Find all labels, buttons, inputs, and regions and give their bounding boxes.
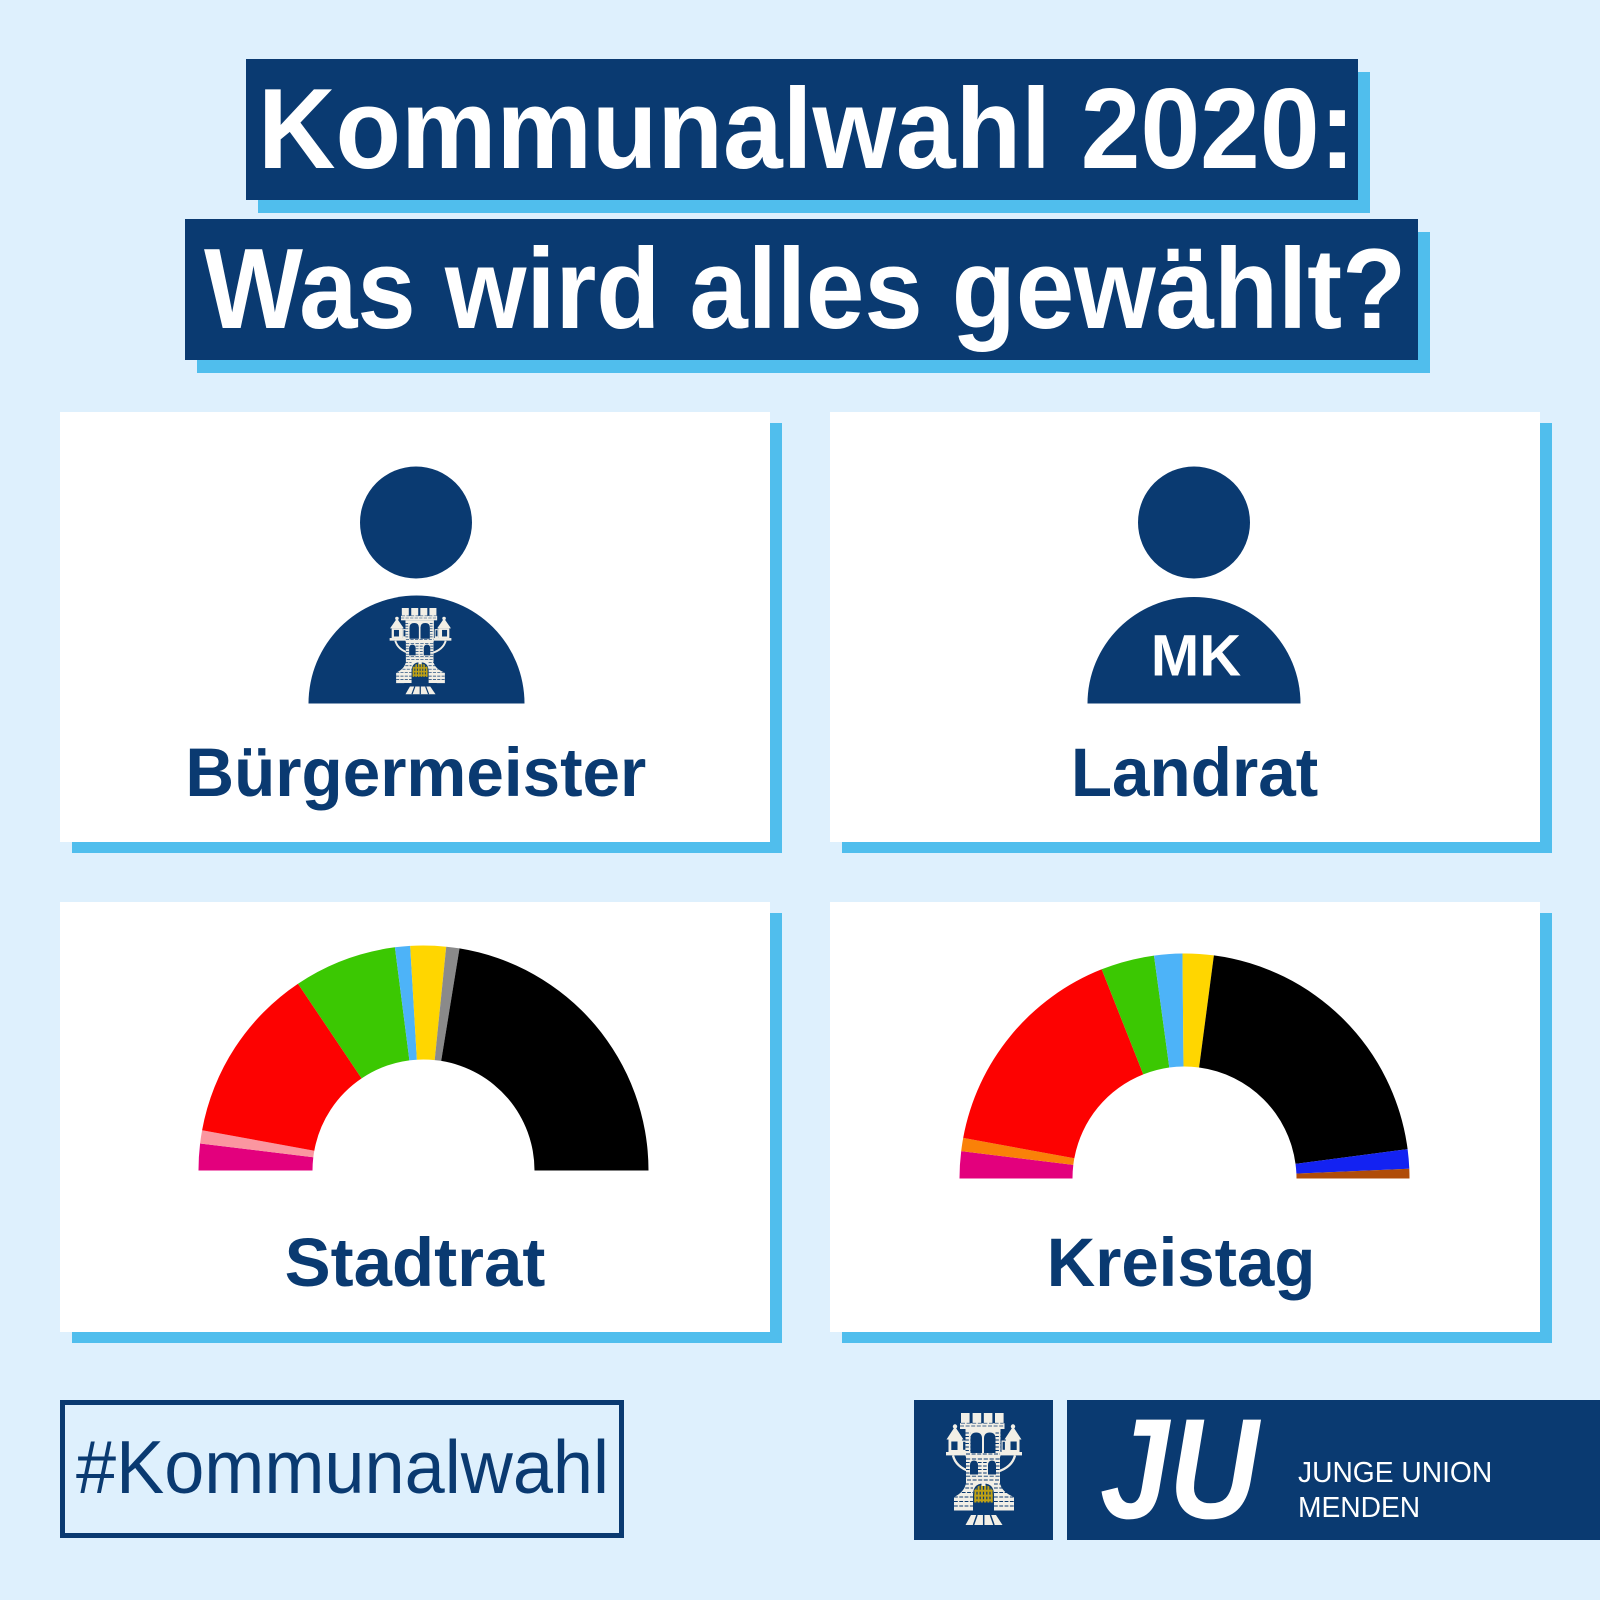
svg-text:MK: MK — [1151, 623, 1241, 688]
